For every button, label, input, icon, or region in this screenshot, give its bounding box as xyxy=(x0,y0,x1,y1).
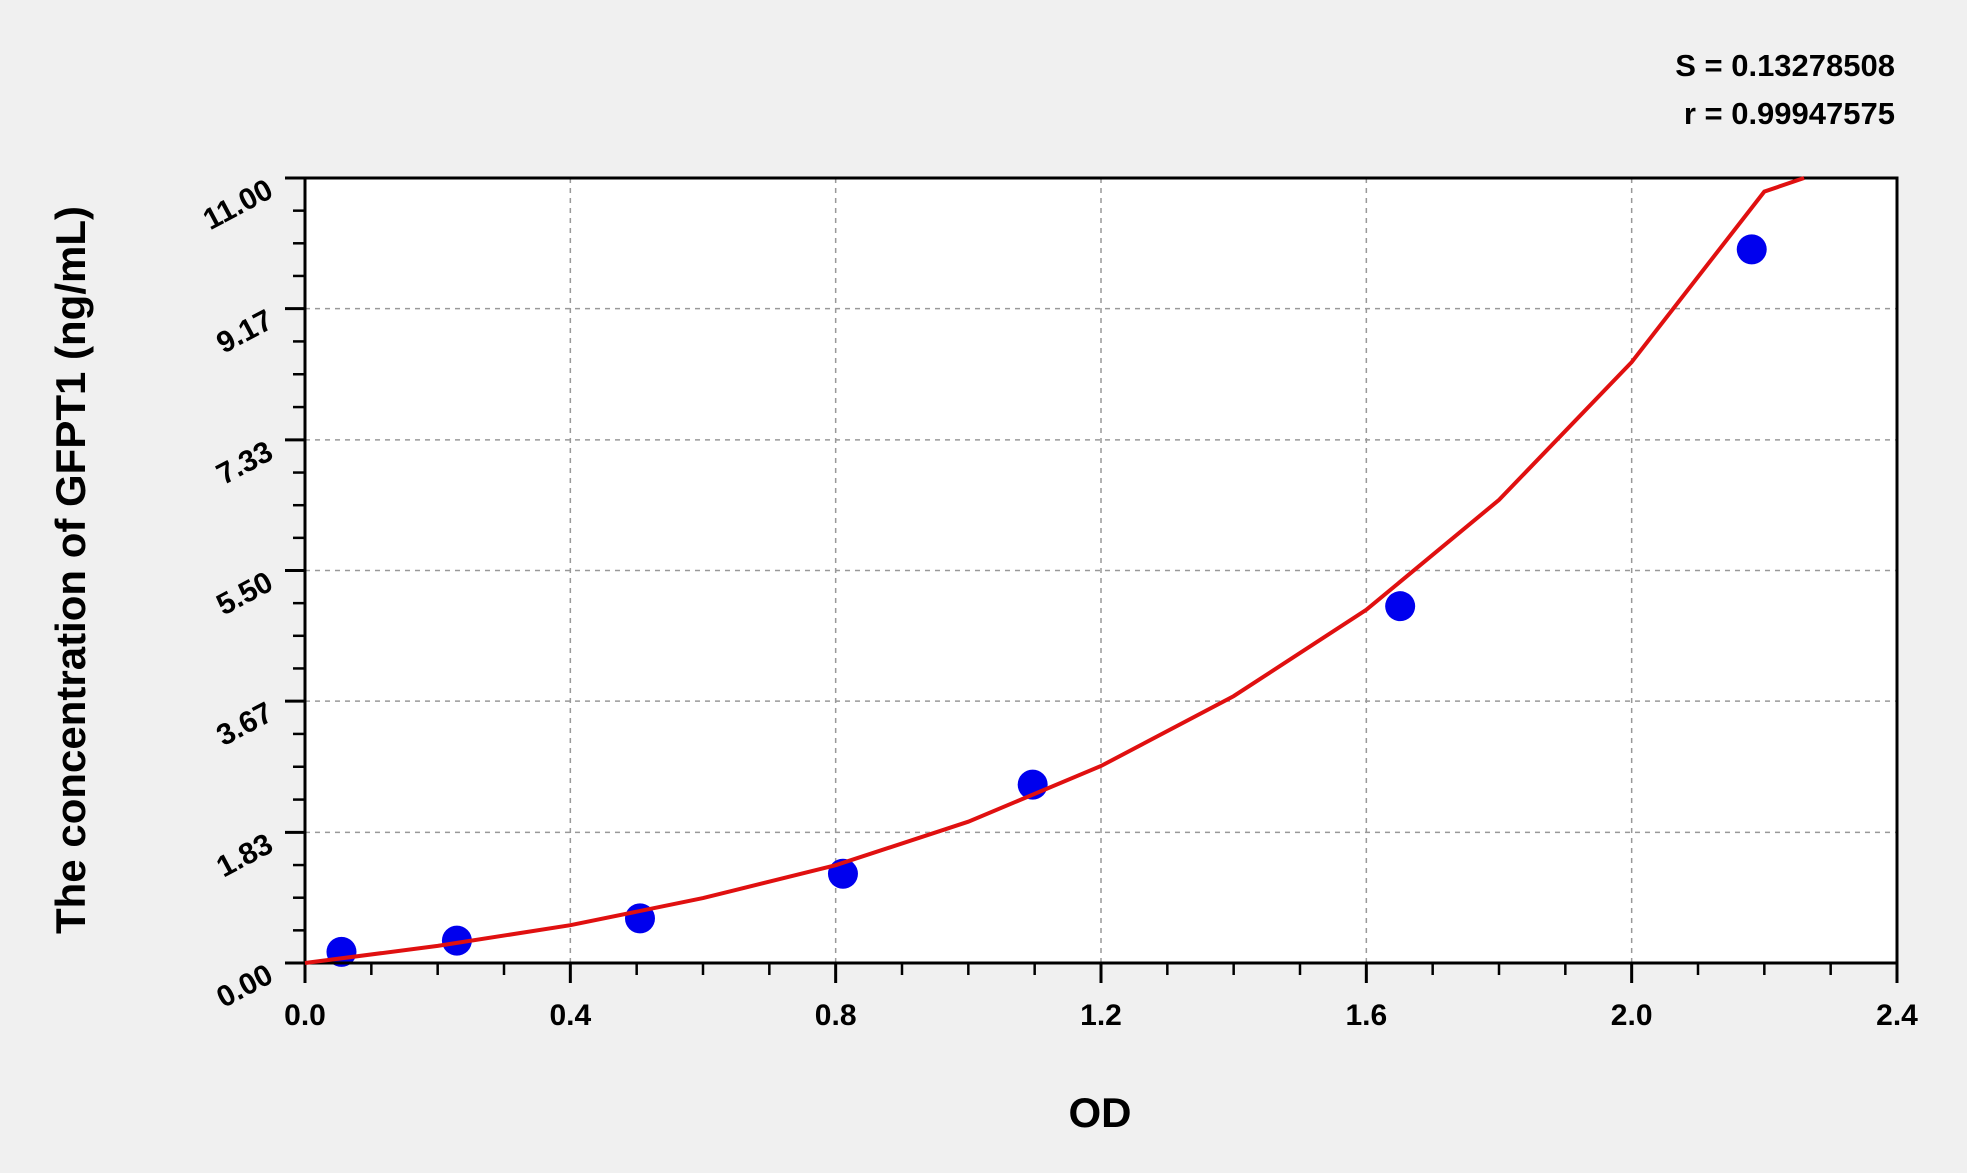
x-tick-label: 2.4 xyxy=(1876,999,1918,1032)
y-tick-label: 7.33 xyxy=(211,435,278,492)
x-axis-label: OD xyxy=(1069,1089,1132,1136)
y-tick-label: 5.50 xyxy=(211,566,278,623)
x-tick-label: 2.0 xyxy=(1611,999,1653,1032)
grid xyxy=(305,178,1897,963)
y-tick-label: 3.67 xyxy=(211,696,278,753)
x-tick-label: 0.4 xyxy=(549,999,591,1032)
x-tick-label: 1.6 xyxy=(1345,999,1387,1032)
data-point xyxy=(1736,234,1767,265)
y-tick-label: 0.00 xyxy=(211,958,278,1015)
y-tick-label: 9.17 xyxy=(211,304,278,361)
y-tick-label: 11.00 xyxy=(198,173,278,237)
fit-curve xyxy=(304,176,1805,965)
data-point xyxy=(441,925,472,956)
stat-r: r = 0.99947575 xyxy=(1684,96,1895,131)
fit-curve-group xyxy=(304,176,1805,965)
data-point xyxy=(1385,591,1416,622)
stat-s: S = 0.13278508 xyxy=(1675,48,1895,83)
x-tick-label: 0.8 xyxy=(815,999,857,1032)
x-tick-label: 1.2 xyxy=(1080,999,1122,1032)
y-tick-label: 1.83 xyxy=(211,827,278,884)
x-tick-label: 0.0 xyxy=(284,999,326,1032)
y-axis-label: The concentration of GFPT1 (ng/mL) xyxy=(47,206,94,934)
